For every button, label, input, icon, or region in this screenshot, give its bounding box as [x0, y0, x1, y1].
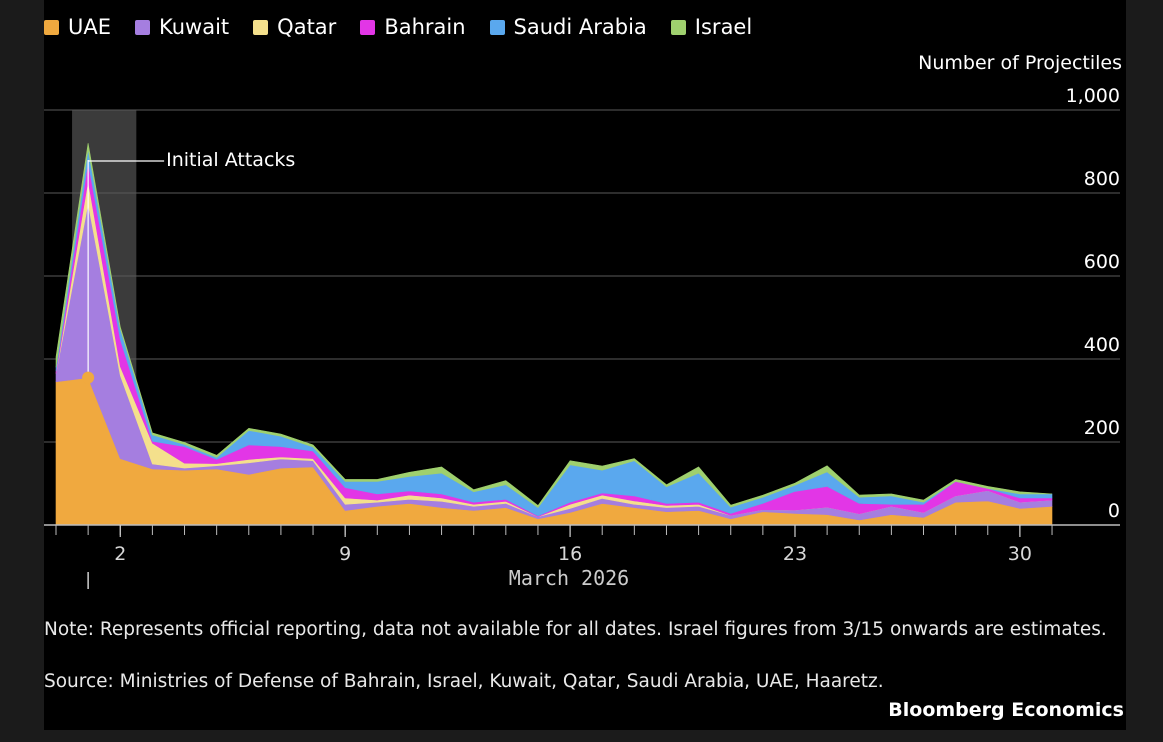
area-series-bahrain	[55, 161, 1053, 518]
legend-label: UAE	[68, 15, 112, 39]
y-axis-unit-label: Number of Projectiles	[918, 52, 1122, 74]
legend-item-bahrain: Bahrain	[360, 15, 466, 39]
legend: UAE Kuwait Qatar Bahrain Saudi Arabia Israel	[44, 12, 776, 42]
legend-item-kuwait: Kuwait	[135, 15, 229, 39]
x-tick-label: 23	[783, 543, 807, 565]
y-tick-label: 400	[1084, 334, 1120, 356]
y-tick-label: 0	[1108, 500, 1120, 522]
annotation-point	[82, 371, 95, 384]
legend-swatch	[360, 19, 376, 35]
annotation-label: Initial Attacks	[166, 149, 295, 171]
x-tick-label: 16	[558, 543, 582, 565]
y-tick-label: 600	[1084, 251, 1120, 273]
legend-label: Israel	[694, 15, 753, 39]
legend-swatch	[253, 19, 269, 35]
stacked-area-chart: Initial Attacks 0 200 400 600 800 1,000 2 9 16 23…	[44, 85, 1120, 590]
legend-item-qatar: Qatar	[253, 15, 336, 39]
brand-label: Bloomberg Economics	[888, 699, 1124, 721]
x-tick-label: 2	[114, 543, 126, 565]
legend-label: Saudi Arabia	[513, 15, 647, 39]
chart-note: Note: Represents official reporting, dat…	[44, 619, 1107, 640]
legend-label: Qatar	[277, 15, 337, 39]
legend-swatch	[135, 19, 151, 35]
chart-panel: UAE Kuwait Qatar Bahrain Saudi Arabia Israel …	[44, 0, 1126, 730]
legend-label: Kuwait	[159, 15, 230, 39]
area-series-qatar	[55, 180, 1053, 518]
legend-item-israel: Israel	[670, 15, 753, 39]
legend-item-saudi-arabia: Saudi Arabia	[489, 15, 647, 39]
y-tick-label: 1,000	[1066, 85, 1120, 107]
x-tick-label: 9	[339, 543, 351, 565]
legend-swatch	[670, 19, 686, 35]
x-axis-label: March 2026	[509, 566, 629, 590]
legend-swatch	[489, 19, 505, 35]
y-tick-label: 800	[1084, 168, 1120, 190]
legend-item-uae: UAE	[44, 15, 111, 39]
legend-swatch	[44, 19, 59, 35]
legend-label: Bahrain	[384, 15, 466, 39]
chart-source: Source: Ministries of Defense of Bahrain…	[44, 671, 884, 692]
y-tick-label: 200	[1084, 417, 1120, 439]
x-tick-label: 30	[1008, 543, 1032, 565]
area-series-israel	[55, 143, 1053, 509]
